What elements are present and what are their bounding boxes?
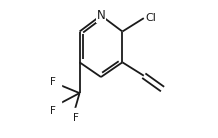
Text: Cl: Cl: [145, 13, 156, 23]
Text: N: N: [97, 9, 105, 22]
Text: F: F: [73, 113, 78, 123]
Text: F: F: [49, 77, 55, 87]
Text: F: F: [49, 107, 55, 116]
